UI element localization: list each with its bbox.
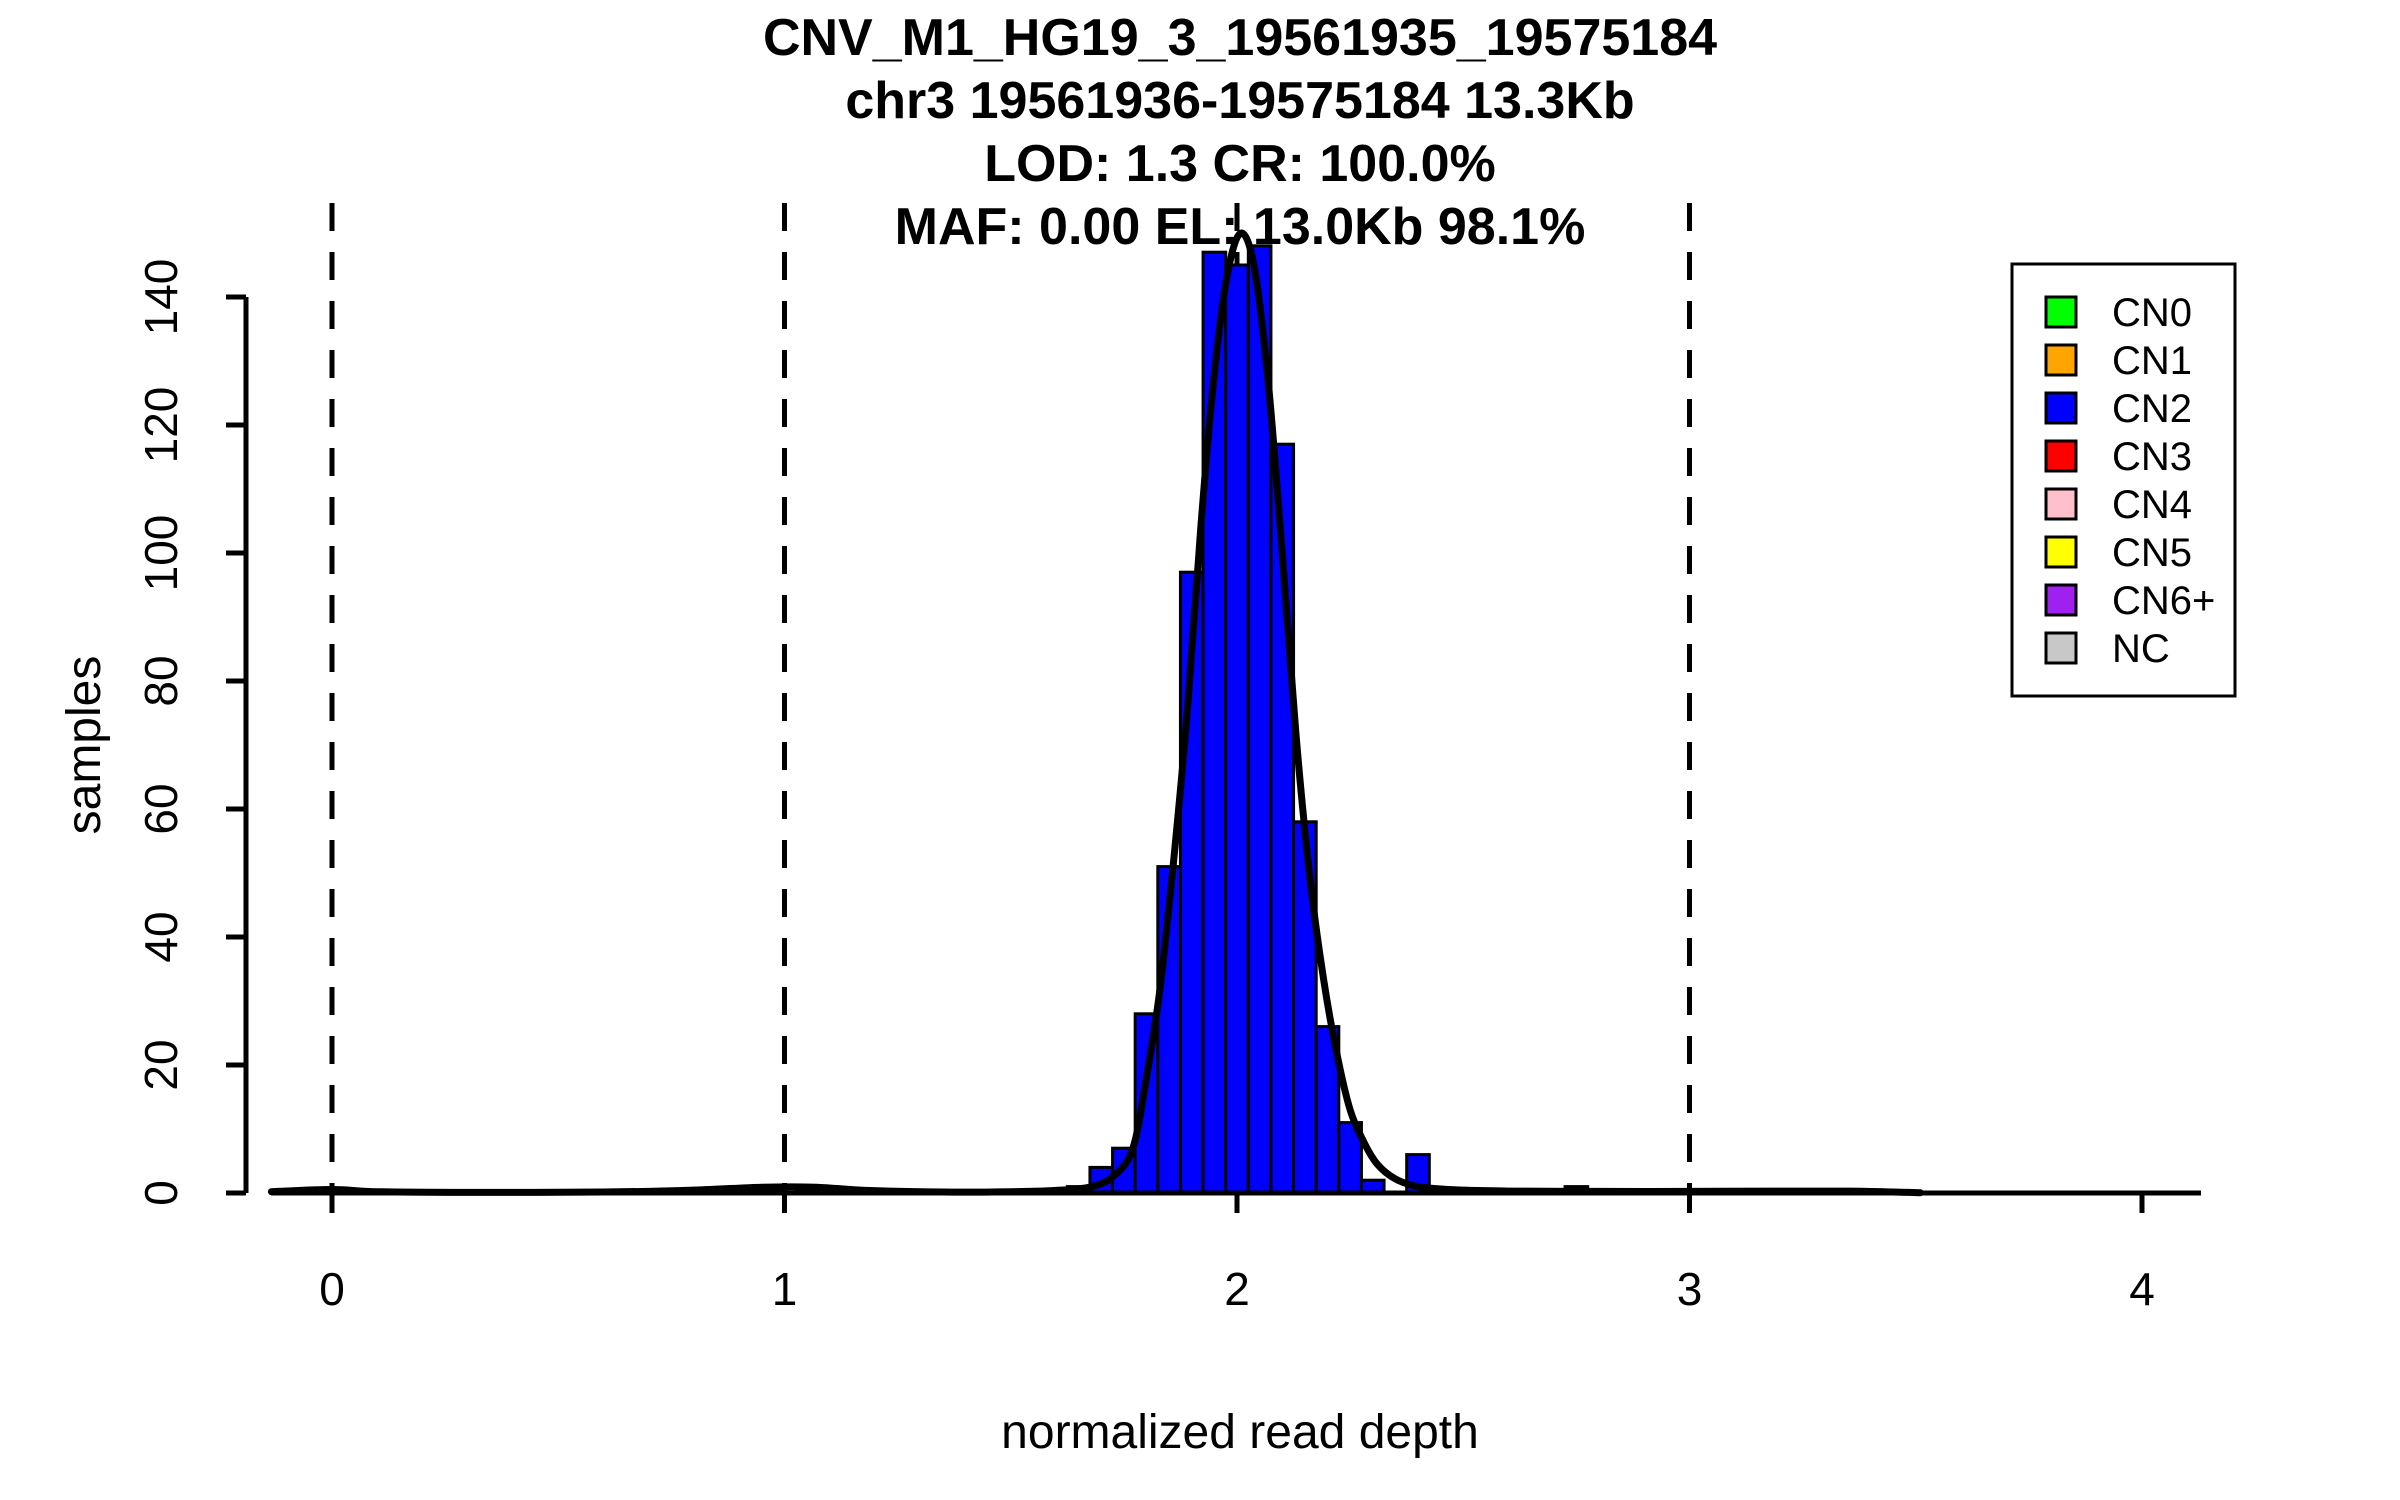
density-curve xyxy=(267,229,1924,1197)
histogram-bar-cn2-2.00 xyxy=(1224,263,1250,1195)
histogram-bars xyxy=(794,244,1590,1195)
x-tick-label-3: 3 xyxy=(1677,1263,1703,1315)
plot-title-line-2: chr3 19561936-19575184 13.3Kb xyxy=(845,72,1634,130)
plot-title-line-4: MAF: 0.00 EL: 13.0Kb 98.1% xyxy=(895,198,1586,256)
legend-label-cn6+: CN6+ xyxy=(2112,579,2215,623)
legend-swatch-cn4 xyxy=(2044,487,2078,521)
y-tick-label-20: 20 xyxy=(135,1039,187,1090)
y-tick-label-40: 40 xyxy=(135,911,187,962)
plot-title-line-3: LOD: 1.3 CR: 100.0% xyxy=(984,135,1496,193)
legend-border xyxy=(2010,262,2237,698)
y-tick-label-0: 0 xyxy=(135,1180,187,1206)
legend-swatch-cn2 xyxy=(2044,391,2078,425)
legend-swatch-cn5 xyxy=(2044,535,2078,569)
plot-title-line-1: CNV_M1_HG19_3_19561935_19575184 xyxy=(763,9,1717,67)
legend-label-cn1: CN1 xyxy=(2112,339,2192,383)
x-tick-label-0: 0 xyxy=(319,1263,345,1315)
y-tick-label-100: 100 xyxy=(135,515,187,592)
legend-swatch-cn3 xyxy=(2044,439,2078,473)
y-tick-label-80: 80 xyxy=(135,655,187,706)
legend-swatch-cn1 xyxy=(2044,343,2078,377)
legend-label-cn3: CN3 xyxy=(2112,435,2192,479)
legend-swatch-cn0 xyxy=(2044,295,2078,329)
legend-label-cn0: CN0 xyxy=(2112,291,2192,335)
legend-label-cn4: CN4 xyxy=(2112,483,2192,527)
axes: 0 20 40 60 80 100 120 140 0 1 2 3 4 xyxy=(135,259,2201,1315)
x-axis-label: normalized read depth xyxy=(1001,1406,1479,1459)
legend-swatch-nc xyxy=(2044,631,2078,665)
legend-label-cn2: CN2 xyxy=(2112,387,2192,431)
y-tick-label-120: 120 xyxy=(135,387,187,464)
x-tick-label-1: 1 xyxy=(772,1263,798,1315)
x-tick-label-2: 2 xyxy=(1224,1263,1250,1315)
x-tick-label-4: 4 xyxy=(2129,1263,2155,1315)
title-block: CNV_M1_HG19_3_19561935_19575184 chr3 195… xyxy=(763,9,1717,256)
y-tick-label-60: 60 xyxy=(135,783,187,834)
copy-number-guide-lines xyxy=(329,203,1692,1193)
y-axis-label: samples xyxy=(58,656,111,835)
legend-swatch-cn6+ xyxy=(2044,583,2078,617)
legend-label-nc: NC xyxy=(2112,627,2170,671)
y-tick-label-140: 140 xyxy=(135,259,187,336)
legend-label-cn5: CN5 xyxy=(2112,531,2192,575)
